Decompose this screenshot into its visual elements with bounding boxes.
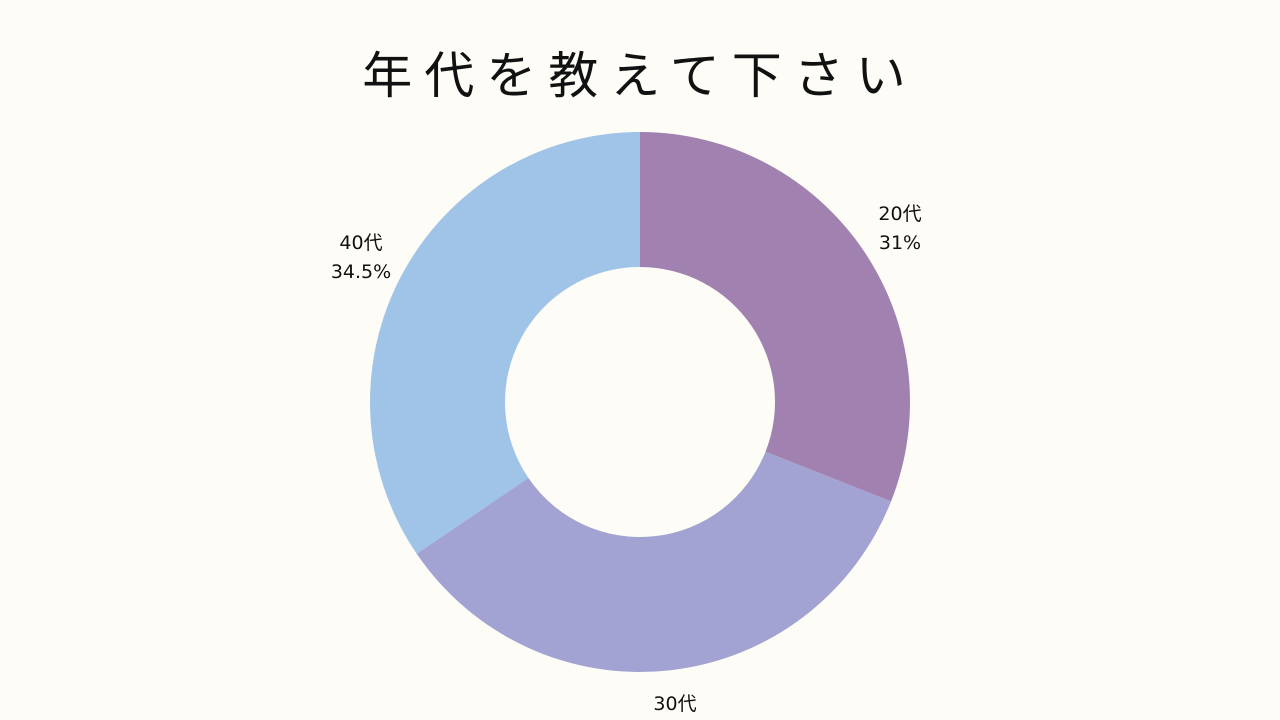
slice-label-name: 30代 (653, 693, 696, 715)
chart-title: 年代を教えて下さい (362, 47, 918, 105)
slice-label-value: 34.5% (331, 261, 391, 283)
slice-label-name: 40代 (339, 232, 382, 254)
slice-label-value: 31% (879, 232, 921, 254)
slice-30代 (416, 451, 892, 672)
slice-40代 (370, 132, 640, 554)
slice-label-name: 20代 (878, 203, 921, 225)
slice-20代 (640, 132, 910, 502)
